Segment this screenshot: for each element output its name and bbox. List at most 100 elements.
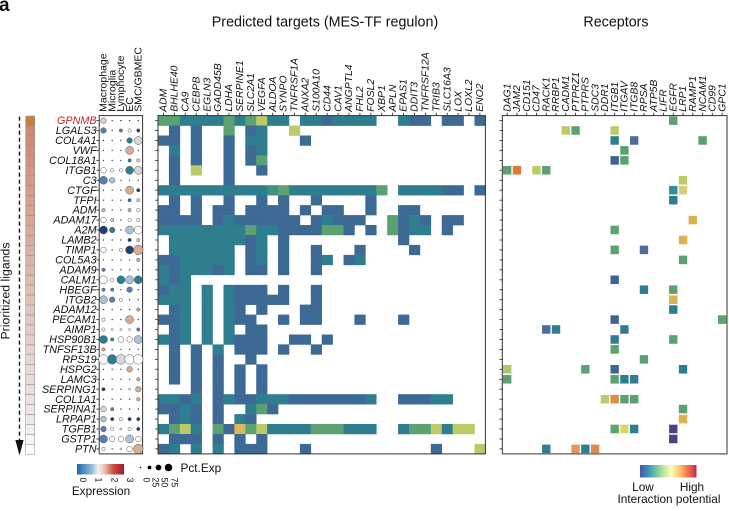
svg-text:SLC2A1: SLC2A1: [246, 73, 257, 112]
svg-text:LOX: LOX: [453, 90, 464, 112]
svg-text:LOXL2: LOXL2: [464, 79, 475, 112]
svg-text:LRPAP1: LRPAP1: [56, 414, 97, 426]
svg-text:AIMP1: AIMP1: [63, 324, 96, 336]
svg-text:CD99: CD99: [708, 85, 719, 112]
svg-text:VEGFA: VEGFA: [257, 77, 268, 112]
svg-text:RAMP1: RAMP1: [688, 76, 699, 112]
svg-text:ITGB1: ITGB1: [65, 165, 96, 177]
svg-text:ANXA2: ANXA2: [301, 78, 312, 113]
svg-text:EC: EC: [124, 97, 136, 112]
svg-text:SLC16A3: SLC16A3: [442, 67, 453, 112]
svg-text:ADM: ADM: [159, 88, 170, 112]
svg-text:COL4A1: COL4A1: [55, 135, 96, 147]
svg-text:HBEGF: HBEGF: [59, 284, 98, 296]
svg-text:TIMP1: TIMP1: [65, 245, 97, 257]
svg-text:LDHA: LDHA: [224, 84, 235, 112]
svg-text:DDR1: DDR1: [600, 84, 611, 112]
svg-text:COL18A1: COL18A1: [49, 155, 96, 167]
svg-text:C3: C3: [83, 175, 97, 187]
svg-text:CD151: CD151: [522, 79, 533, 111]
svg-text:Receptors: Receptors: [583, 15, 648, 31]
svg-text:GPC1: GPC1: [717, 84, 728, 112]
svg-text:Interaction potential: Interaction potential: [618, 492, 721, 506]
svg-text:TRIB3: TRIB3: [432, 82, 443, 112]
svg-text:Expression: Expression: [72, 484, 130, 498]
svg-text:PECAM1: PECAM1: [52, 314, 96, 326]
svg-text:1: 1: [94, 478, 104, 483]
svg-text:PTPRS: PTPRS: [581, 77, 592, 112]
svg-text:SERPINA1: SERPINA1: [43, 404, 96, 416]
svg-text:GSTP1: GSTP1: [61, 434, 96, 446]
svg-text:25: 25: [151, 478, 161, 488]
svg-text:CD44: CD44: [322, 85, 333, 112]
svg-text:SMC/GBMEC: SMC/GBMEC: [133, 47, 145, 112]
svg-text:75: 75: [170, 478, 180, 488]
svg-text:FOSL2: FOSL2: [366, 79, 377, 112]
svg-text:CTGF: CTGF: [67, 185, 98, 197]
svg-text:Lymphocyte: Lymphocyte: [115, 55, 127, 111]
svg-text:EPAS1: EPAS1: [399, 79, 410, 112]
svg-text:A2M: A2M: [73, 225, 96, 237]
svg-text:EGLN3: EGLN3: [202, 78, 213, 112]
svg-text:TNFRSF1A: TNFRSF1A: [290, 58, 301, 112]
svg-text:Predicted targets (MES-TF regu: Predicted targets (MES-TF regulon): [212, 15, 438, 31]
svg-text:DAG1: DAG1: [502, 84, 513, 112]
svg-text:CA9: CA9: [181, 91, 192, 111]
svg-text:EGFR: EGFR: [669, 82, 680, 111]
svg-text:LAMC3: LAMC3: [61, 374, 97, 386]
svg-text:CADM1: CADM1: [561, 75, 572, 111]
svg-text:Macrophage: Macrophage: [98, 53, 110, 112]
svg-text:ITGB1: ITGB1: [610, 82, 621, 112]
svg-text:RPS19: RPS19: [62, 354, 96, 366]
svg-text:CALM1: CALM1: [61, 274, 97, 286]
svg-text:Pct.Exp: Pct.Exp: [181, 461, 222, 475]
svg-text:LRP1: LRP1: [678, 86, 689, 112]
svg-text:FHL2: FHL2: [355, 86, 366, 112]
svg-text:3: 3: [125, 478, 135, 483]
svg-text:TGFB1: TGFB1: [62, 424, 97, 436]
svg-text:PTN: PTN: [75, 444, 97, 456]
svg-text:RPSA: RPSA: [639, 83, 650, 111]
svg-text:GPNMB: GPNMB: [57, 115, 97, 127]
svg-text:TNFSF13B: TNFSF13B: [43, 344, 97, 356]
svg-text:NCAM1: NCAM1: [698, 75, 709, 111]
svg-text:SERPING1: SERPING1: [42, 384, 97, 396]
svg-text:S100A10: S100A10: [311, 69, 322, 112]
svg-text:VWF: VWF: [73, 145, 98, 157]
svg-text:CEBPB: CEBPB: [191, 77, 202, 112]
svg-text:DDIT3: DDIT3: [410, 82, 421, 112]
svg-text:RACK1: RACK1: [542, 77, 553, 112]
svg-text:High: High: [680, 480, 704, 494]
svg-text:ADAM12: ADAM12: [52, 304, 96, 316]
svg-text:2: 2: [109, 478, 119, 483]
svg-text:CAV1: CAV1: [333, 85, 344, 112]
svg-text:50: 50: [160, 478, 170, 488]
svg-text:RRBP1: RRBP1: [551, 77, 562, 112]
svg-text:LAMB2: LAMB2: [61, 235, 96, 247]
svg-text:ENO2: ENO2: [475, 83, 486, 112]
svg-text:GADD45B: GADD45B: [213, 63, 224, 112]
svg-text:ITGB8: ITGB8: [629, 82, 640, 112]
svg-text:BHLHE40: BHLHE40: [170, 65, 181, 111]
svg-text:SERPINE1: SERPINE1: [235, 60, 246, 111]
svg-text:a: a: [0, 0, 10, 16]
svg-text:LGALS3: LGALS3: [56, 125, 97, 137]
svg-text:ADAM17: ADAM17: [52, 215, 97, 227]
svg-text:TFPI: TFPI: [73, 195, 96, 207]
svg-text:ITGAV: ITGAV: [620, 80, 631, 112]
svg-text:Microglia: Microglia: [106, 70, 118, 112]
svg-text:0: 0: [142, 478, 152, 483]
svg-text:COL1A1: COL1A1: [55, 394, 96, 406]
svg-text:LIFR: LIFR: [659, 89, 670, 112]
svg-text:0: 0: [78, 478, 88, 483]
svg-text:COL5A3: COL5A3: [55, 255, 96, 267]
svg-text:Low: Low: [632, 480, 654, 494]
svg-text:TNFRSF12A: TNFRSF12A: [421, 52, 432, 112]
svg-text:ADAM9: ADAM9: [58, 264, 96, 276]
svg-text:HSPG2: HSPG2: [60, 364, 97, 376]
svg-text:PTPRZ1: PTPRZ1: [571, 72, 582, 112]
svg-text:XBP1: XBP1: [377, 85, 388, 113]
svg-text:Prioritized ligands: Prioritized ligands: [0, 242, 13, 339]
svg-text:ITGB2: ITGB2: [65, 294, 96, 306]
svg-text:ATP5B: ATP5B: [649, 80, 660, 113]
